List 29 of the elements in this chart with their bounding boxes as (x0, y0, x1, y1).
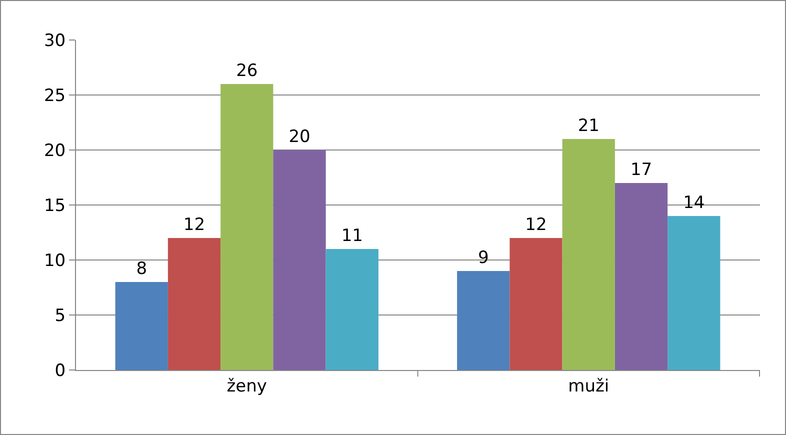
bar (273, 150, 326, 370)
data-label: 12 (525, 215, 547, 235)
y-tick-label: 15 (44, 196, 66, 216)
y-tick-label: 30 (44, 30, 66, 51)
data-label: 20 (288, 127, 310, 147)
bar (510, 238, 562, 370)
bar (457, 271, 510, 370)
data-label: 21 (578, 116, 600, 136)
y-tick-label: 5 (54, 306, 66, 326)
x-tick-label: ženy (226, 376, 267, 396)
y-tick-label: 0 (54, 360, 66, 381)
bar (668, 216, 720, 370)
data-label: 8 (136, 259, 148, 279)
data-label: 17 (630, 160, 652, 180)
bar (326, 249, 378, 370)
bar (614, 183, 668, 370)
data-label: 12 (183, 215, 206, 235)
bar (220, 84, 274, 370)
y-tick-label: 20 (44, 140, 66, 161)
bar (168, 238, 221, 370)
y-tick-label: 25 (44, 86, 66, 106)
data-label: 11 (341, 226, 363, 246)
bar (115, 282, 168, 370)
x-tick-label: muži (568, 376, 610, 396)
data-label: 9 (478, 248, 489, 268)
data-label: 26 (236, 61, 258, 81)
data-label: 14 (683, 193, 705, 213)
bar (562, 139, 615, 370)
y-tick-label: 10 (44, 250, 66, 271)
